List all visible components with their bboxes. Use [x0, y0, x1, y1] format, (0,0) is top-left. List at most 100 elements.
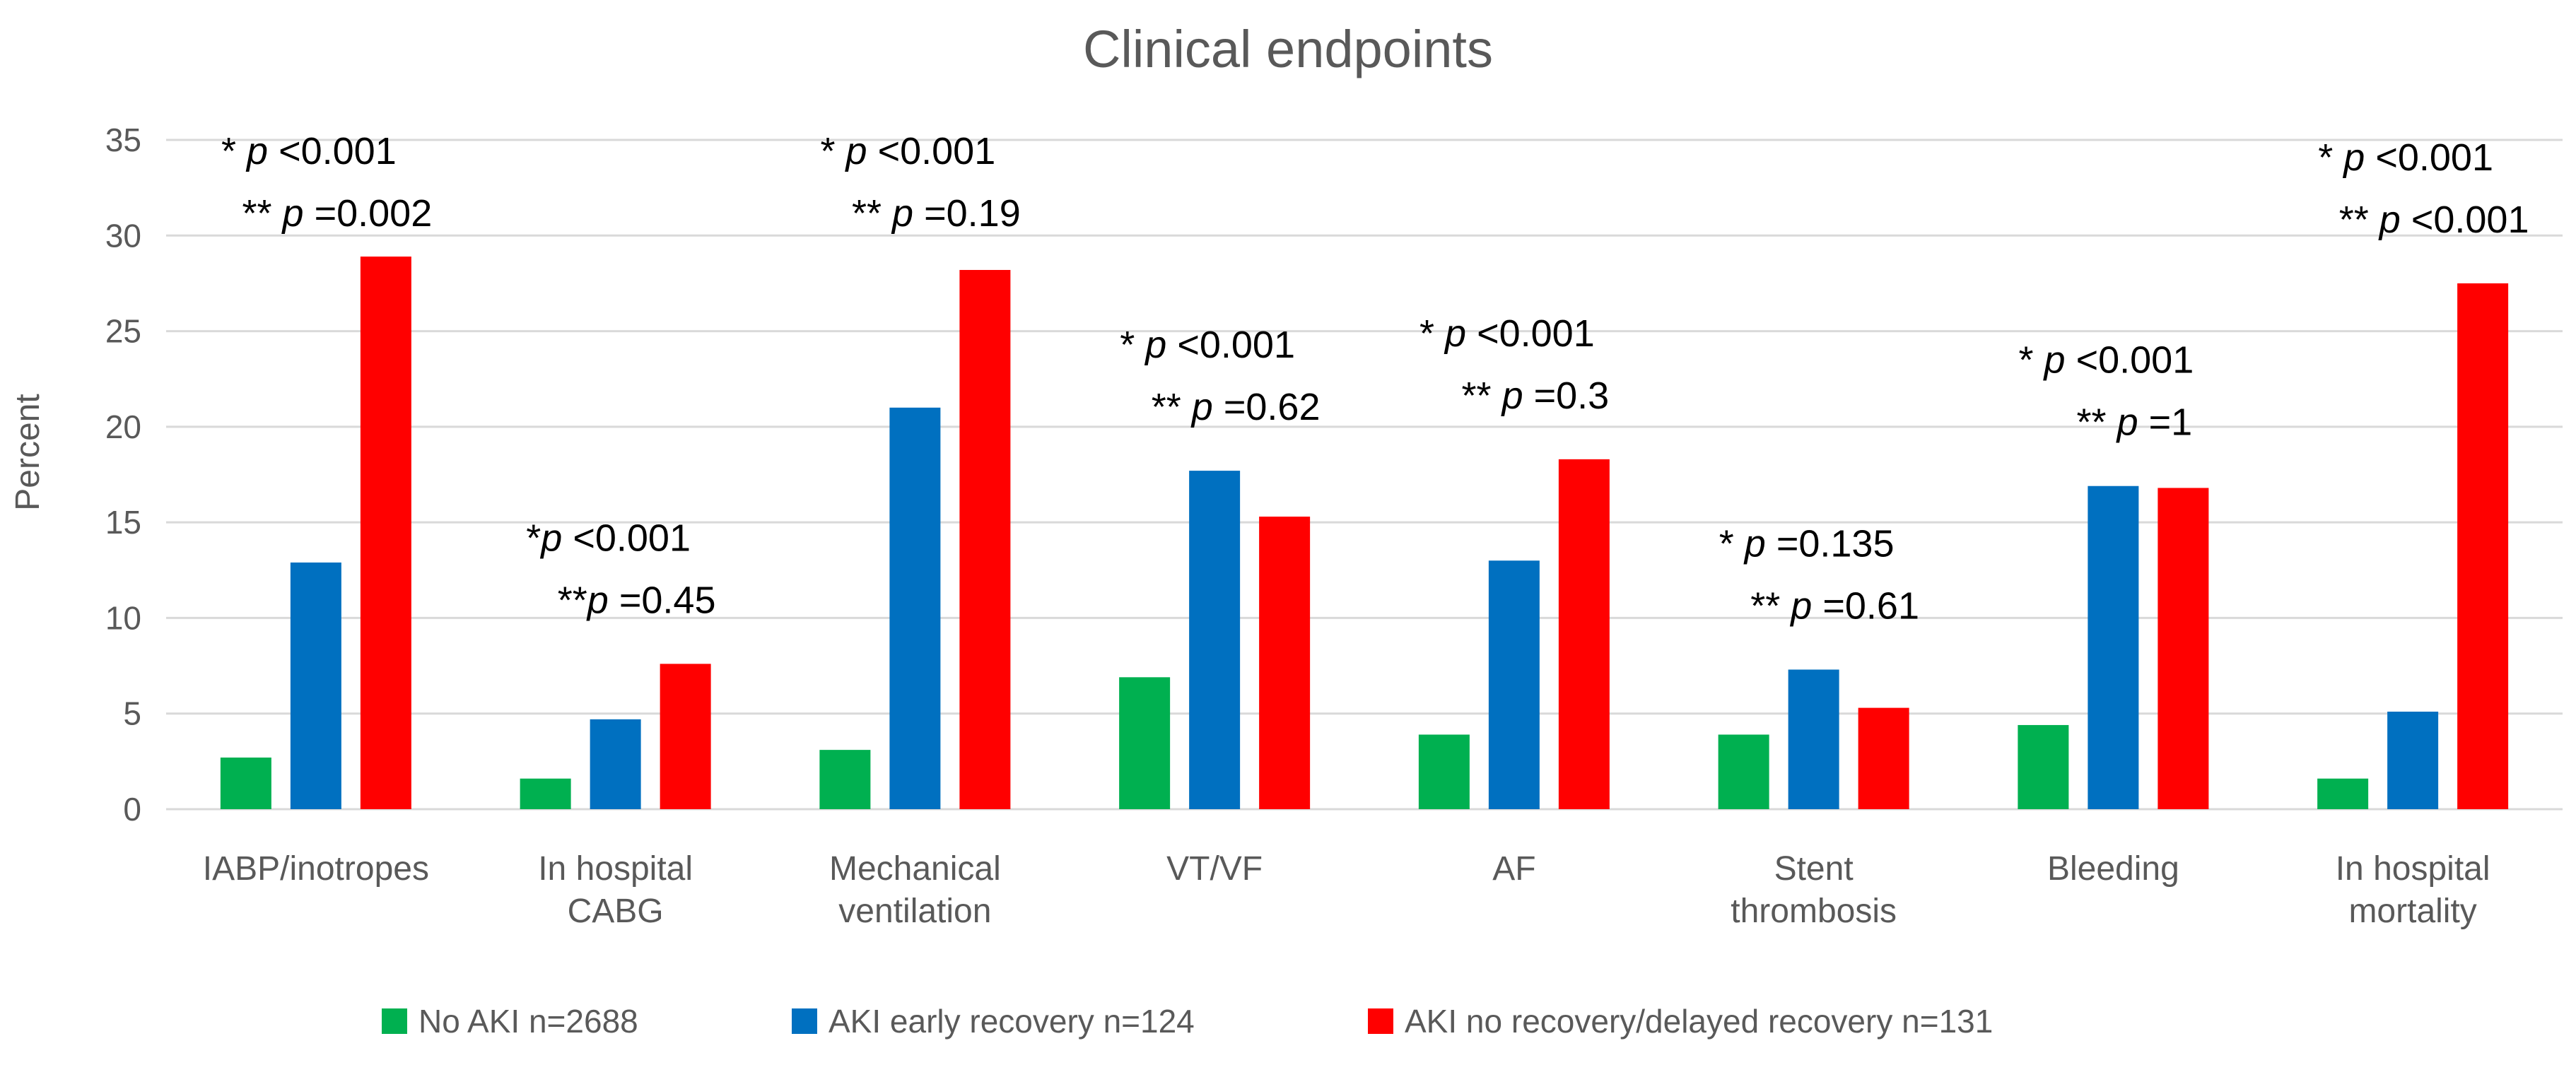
- bar: [220, 757, 271, 809]
- annotation-text: **: [1462, 375, 1502, 417]
- legend-swatch: [1368, 1008, 1393, 1034]
- x-tick-label: Bleeding: [2047, 850, 2179, 888]
- bar: [889, 407, 941, 809]
- x-tick-label: Mechanical: [829, 850, 1001, 888]
- annotation-text: *: [1419, 312, 1445, 355]
- bar: [1488, 560, 1540, 809]
- p-value-annotation: ** p =0.62: [1152, 386, 1321, 428]
- y-tick-label: 35: [105, 122, 141, 158]
- annotation-text: <0.001: [1466, 312, 1595, 355]
- annotation-text: p: [1444, 312, 1466, 355]
- p-value-annotation: ** p =1: [2077, 401, 2193, 444]
- gridlines: [166, 139, 2563, 811]
- x-tick-label: IABP/inotropes: [203, 850, 429, 888]
- bar: [1788, 669, 1839, 809]
- x-tick-label: mortality: [2348, 893, 2476, 930]
- annotation-text: =0.002: [304, 192, 433, 235]
- annotation-text: <0.001: [2066, 339, 2194, 382]
- bar: [1259, 517, 1311, 809]
- annotation-text: **: [1152, 386, 1192, 428]
- y-tick-label: 20: [105, 408, 141, 445]
- annotation-text: =0.3: [1523, 375, 1610, 417]
- bar: [959, 269, 1011, 809]
- annotation-text: =0.62: [1213, 386, 1321, 428]
- annotation-text: *: [221, 130, 247, 172]
- y-axis-title: Percent: [9, 394, 47, 510]
- p-value-annotation: * p <0.001: [221, 130, 397, 172]
- annotation-text: **: [558, 579, 587, 621]
- annotation-text: *: [1120, 324, 1145, 366]
- chart-title: Clinical endpoints: [1083, 20, 1493, 78]
- bar: [2317, 778, 2369, 809]
- annotation-text: **: [2339, 199, 2379, 241]
- y-tick-label: 25: [105, 313, 141, 350]
- annotation-text: p: [245, 130, 268, 172]
- legend-swatch: [382, 1008, 407, 1034]
- p-value-annotation: * p =0.135: [1719, 522, 1895, 565]
- annotation-text: <0.001: [867, 130, 996, 172]
- bars: [220, 257, 2509, 809]
- annotation-text: =0.135: [1766, 522, 1895, 565]
- x-tick-label: thrombosis: [1731, 893, 1897, 930]
- p-value-annotation: ** p =0.61: [1750, 584, 1919, 627]
- bar: [1858, 707, 1909, 809]
- bar: [1558, 459, 1610, 809]
- legend-swatch: [792, 1008, 817, 1034]
- bar: [360, 257, 411, 809]
- annotation-text: <0.001: [268, 130, 397, 172]
- annotation-text: p: [1789, 584, 1812, 627]
- p-value-annotation: * p <0.001: [821, 130, 996, 172]
- annotation-text: *: [2318, 136, 2343, 179]
- x-tick-label: Stent: [1774, 850, 1854, 888]
- x-tick-label: VT/VF: [1166, 850, 1263, 888]
- annotation-text: <0.001: [2401, 199, 2529, 241]
- annotation-text: p: [281, 192, 304, 235]
- annotation-text: =0.61: [1812, 584, 1919, 627]
- annotation-text: =0.45: [609, 579, 716, 621]
- legend-label: AKI early recovery n=124: [829, 1003, 1195, 1040]
- bar: [2457, 283, 2509, 809]
- p-value-annotation: ** p =0.3: [1462, 375, 1610, 417]
- x-axis-ticks: IABP/inotropes In hospital CABG Mechanical v…: [203, 850, 2490, 930]
- p-value-annotation: ** p <0.001: [2339, 199, 2529, 241]
- annotation-text: **: [1750, 584, 1791, 627]
- bar: [1119, 677, 1171, 809]
- p-value-annotation: * p <0.001: [2019, 339, 2194, 382]
- annotation-text: p: [891, 192, 913, 235]
- annotation-text: *: [821, 130, 846, 172]
- x-tick-label: In hospital: [2336, 850, 2490, 888]
- annotation-text: =1: [2138, 401, 2193, 444]
- x-tick-label: In hospital: [538, 850, 693, 888]
- bar: [660, 664, 711, 809]
- p-value-annotation: * p <0.001: [2318, 136, 2493, 179]
- x-tick-label: ventilation: [838, 893, 991, 930]
- bar: [1189, 471, 1241, 809]
- annotation-text: p: [2116, 401, 2138, 444]
- bar: [2158, 488, 2209, 809]
- annotation-text: **: [2077, 401, 2117, 444]
- annotation-text: =0.19: [913, 192, 1021, 235]
- y-axis-ticks: 0 5 10 15 20 25 30 35: [105, 122, 141, 828]
- annotation-text: p: [2043, 339, 2066, 382]
- legend-label: AKI no recovery/delayed recovery n=131: [1405, 1003, 1993, 1040]
- annotation-text: p: [539, 517, 562, 559]
- annotation-text: *: [2019, 339, 2044, 382]
- annotation-text: *: [526, 517, 541, 559]
- annotation-text: p: [2378, 199, 2401, 241]
- bar: [290, 562, 341, 809]
- x-tick-label: CABG: [568, 893, 664, 930]
- y-tick-label: 5: [123, 695, 141, 732]
- annotation-text: p: [1144, 324, 1166, 366]
- y-tick-label: 15: [105, 504, 141, 541]
- annotation-text: *: [1719, 522, 1745, 565]
- bar: [1718, 734, 1769, 809]
- p-value-annotation: * p <0.001: [1419, 312, 1595, 355]
- y-tick-label: 0: [123, 791, 141, 828]
- y-tick-label: 30: [105, 217, 141, 254]
- bar: [1418, 734, 1470, 809]
- p-value-annotation: *p <0.001: [526, 517, 691, 559]
- p-value-annotations: * p <0.001** p =0.002*p <0.001**p =0.45*…: [221, 130, 2529, 627]
- annotation-text: <0.001: [562, 517, 691, 559]
